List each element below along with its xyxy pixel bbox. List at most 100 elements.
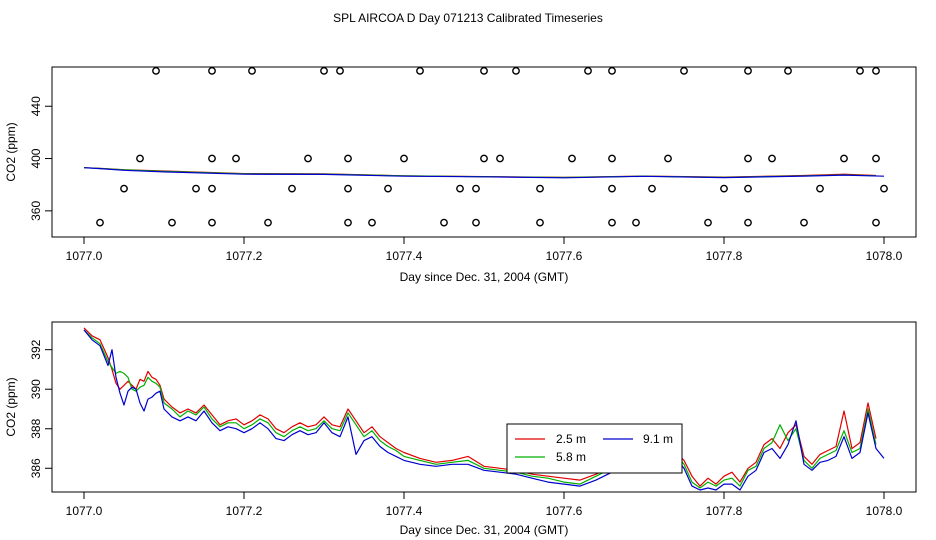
scatter-point xyxy=(744,67,752,75)
scatter-point xyxy=(512,67,520,75)
x-tick-label: 1077.4 xyxy=(386,504,423,518)
legend: 2.5 m 9.1 m 5.8 m xyxy=(506,423,683,474)
scatter-point xyxy=(336,67,344,75)
scatter-point xyxy=(800,218,808,227)
timeseries-panel: 1077.0 1077.2 1077.4 1077.6 1077.8 1078.0 386… xyxy=(4,321,917,537)
y-axis: 360 400 440 xyxy=(29,96,53,221)
legend-label-5-8m: 5.8 m xyxy=(556,450,586,464)
series-line-9-1-m xyxy=(83,167,885,179)
scatter-point xyxy=(320,67,328,75)
scatter-point xyxy=(264,218,272,227)
series-line-5-8-m xyxy=(83,329,877,489)
scatter-point xyxy=(192,184,200,193)
scatter-point xyxy=(608,218,616,227)
scatter-point xyxy=(232,154,240,163)
scatter-point xyxy=(872,218,880,227)
y-axis-title: CO2 (ppm) xyxy=(4,377,18,436)
x-tick-label: 1077.4 xyxy=(386,249,423,263)
scatter-point xyxy=(168,218,176,227)
scatter-point xyxy=(680,67,688,75)
scatter-point xyxy=(744,184,752,193)
scatter-point xyxy=(288,184,296,193)
scatter-point xyxy=(568,154,576,163)
scatter-point xyxy=(856,67,864,75)
scatter-point xyxy=(816,184,824,193)
x-axis-title: Day since Dec. 31, 2004 (GMT) xyxy=(400,523,569,537)
scatter-point xyxy=(840,154,848,163)
series-line-2-5-m xyxy=(83,327,877,487)
scatter-point xyxy=(664,154,672,163)
scatter-point xyxy=(768,154,776,163)
scatter-point xyxy=(208,218,216,227)
scatter-point xyxy=(872,154,880,163)
x-tick-label: 1077.6 xyxy=(546,249,583,263)
scatter-point xyxy=(472,218,480,227)
scatter-point xyxy=(608,184,616,193)
scatter-point xyxy=(344,184,352,193)
scatter-point xyxy=(744,218,752,227)
scatter-point xyxy=(720,184,728,193)
series-line-9-1-m xyxy=(83,329,885,491)
scatter-point xyxy=(400,154,408,163)
x-axis-title: Day since Dec. 31, 2004 (GMT) xyxy=(400,270,569,284)
scatter-point xyxy=(120,184,128,193)
data-marks xyxy=(83,327,885,491)
scatter-point xyxy=(344,154,352,163)
scatter-point xyxy=(248,67,256,75)
y-tick-label: 388 xyxy=(29,418,43,438)
scatter-point xyxy=(136,154,144,163)
scatter-point xyxy=(96,218,104,227)
scatter-point xyxy=(880,184,888,193)
y-tick-label: 386 xyxy=(29,458,43,478)
chart-title: SPL AIRCOA D Day 071213 Calibrated Times… xyxy=(333,11,603,25)
x-tick-label: 1077.8 xyxy=(706,249,743,263)
scatter-point xyxy=(608,154,616,163)
scatter-point xyxy=(784,67,792,75)
legend-label-2-5m: 2.5 m xyxy=(556,432,586,446)
scatter-point xyxy=(480,67,488,75)
x-tick-label: 1077.6 xyxy=(546,504,583,518)
scatter-point xyxy=(872,67,880,75)
y-axis-title: CO2 (ppm) xyxy=(4,122,18,181)
x-axis: 1077.0 1077.2 1077.4 1077.6 1077.8 1078.0 xyxy=(66,236,903,263)
legend-box xyxy=(506,423,683,474)
scatter-panel: 1077.0 1077.2 1077.4 1077.6 1077.8 1078.0 360… xyxy=(4,66,917,284)
legend-label-9-1m: 9.1 m xyxy=(643,432,673,446)
scatter-point xyxy=(584,67,592,75)
scatter-point xyxy=(608,67,616,75)
scatter-point xyxy=(440,218,448,227)
x-tick-label: 1077.0 xyxy=(66,249,103,263)
scatter-point xyxy=(208,67,216,75)
plot-frame xyxy=(51,66,917,238)
y-axis: 386 388 390 392 xyxy=(29,339,53,478)
scatter-point xyxy=(536,218,544,227)
x-tick-label: 1078.0 xyxy=(866,504,903,518)
scatter-point xyxy=(648,184,656,193)
scatter-point xyxy=(304,154,312,163)
scatter-point xyxy=(472,184,480,193)
scatter-point xyxy=(536,184,544,193)
x-tick-label: 1077.0 xyxy=(66,504,103,518)
y-tick-label: 440 xyxy=(29,96,43,116)
scatter-point xyxy=(632,218,640,227)
y-tick-label: 390 xyxy=(29,379,43,399)
x-tick-label: 1078.0 xyxy=(866,249,903,263)
data-marks xyxy=(83,67,888,227)
scatter-point xyxy=(208,154,216,163)
y-tick-label: 360 xyxy=(29,201,43,221)
scatter-point xyxy=(704,218,712,227)
x-axis: 1077.0 1077.2 1077.4 1077.6 1077.8 1078.0 xyxy=(66,491,903,518)
scatter-point xyxy=(344,218,352,227)
x-tick-label: 1077.2 xyxy=(226,504,263,518)
x-tick-label: 1077.2 xyxy=(226,249,263,263)
y-tick-label: 392 xyxy=(29,339,43,359)
scatter-point xyxy=(152,67,160,75)
scatter-point xyxy=(384,184,392,193)
scatter-point xyxy=(480,154,488,163)
scatter-point xyxy=(456,184,464,193)
scatter-point xyxy=(208,184,216,193)
x-tick-label: 1077.8 xyxy=(706,504,743,518)
scatter-point xyxy=(744,154,752,163)
